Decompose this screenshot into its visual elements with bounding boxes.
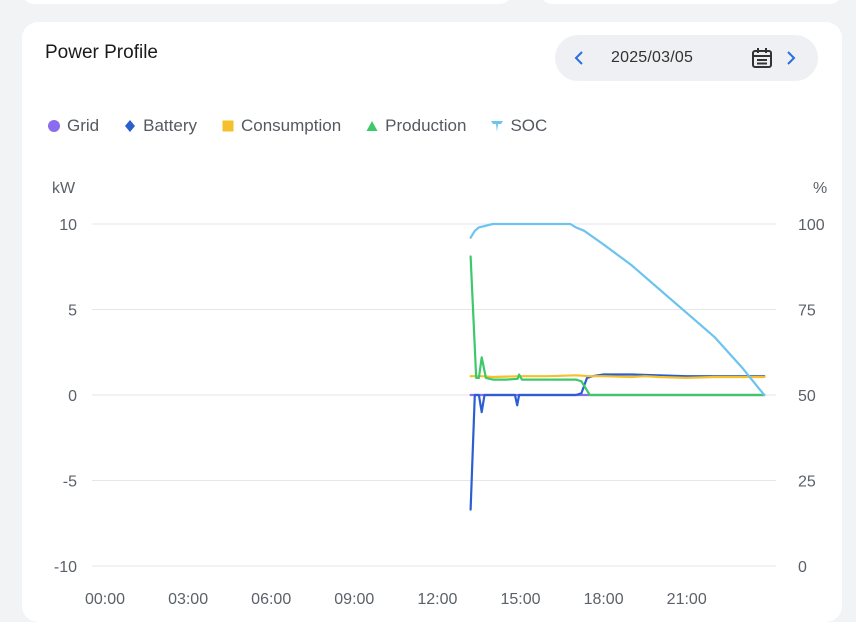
x-tick-label: 15:00 (500, 591, 540, 608)
calendar-button[interactable] (751, 47, 773, 69)
next-day-button[interactable] (779, 35, 803, 81)
x-tick-label: 18:00 (584, 591, 624, 608)
y-right-unit-label: % (813, 180, 827, 197)
x-tick-label: 00:00 (85, 591, 125, 608)
calendar-icon (752, 48, 772, 68)
date-picker[interactable]: 2025/03/05 (555, 35, 818, 81)
legend-label: Grid (67, 116, 100, 135)
legend-item-soc[interactable]: SOC (490, 116, 547, 136)
card-title: Power Profile (45, 42, 158, 63)
top-card-right (540, 0, 842, 4)
x-tick-label: 09:00 (334, 591, 374, 608)
legend-item-production[interactable]: Production (365, 116, 466, 136)
y-right-tick-label: 25 (798, 474, 816, 491)
y-right-tick-label: 0 (798, 559, 807, 576)
series-line-battery (469, 373, 766, 511)
selected-date: 2025/03/05 (611, 49, 694, 66)
series-line-production (469, 255, 766, 397)
prev-day-button[interactable] (567, 35, 591, 81)
y-left-tick-label: -5 (63, 474, 77, 491)
legend-label: Consumption (240, 116, 342, 135)
y-left-tick-label: -10 (54, 559, 77, 576)
x-tick-label: 03:00 (168, 591, 208, 608)
y-right-tick-label: 75 (798, 303, 816, 320)
chart-legend: Grid Battery Consumption Production SOC (47, 115, 571, 137)
series-line-consumption (469, 374, 766, 379)
chevron-left-icon (574, 51, 583, 65)
x-tick-label: 06:00 (251, 591, 291, 608)
y-left-tick-label: 0 (68, 388, 77, 405)
triangle-marker-icon (366, 121, 378, 131)
y-left-tick-label: 5 (68, 303, 77, 320)
x-tick-label: 12:00 (417, 591, 457, 608)
legend-label: Production (385, 116, 467, 135)
pin-marker-icon (491, 121, 504, 132)
circle-marker-icon (48, 120, 60, 132)
square-marker-icon (222, 120, 234, 132)
legend-item-grid[interactable]: Grid (47, 116, 99, 136)
y-right-tick-label: 50 (798, 388, 816, 405)
y-left-tick-label: 10 (59, 217, 77, 234)
legend-item-battery[interactable]: Battery (123, 116, 197, 136)
legend-label: Battery (143, 116, 197, 135)
y-right-tick-label: 100 (798, 217, 825, 234)
series-line-soc (469, 222, 766, 397)
power-profile-card: Power Profile 2025/03/05 Grid Battery Cons… (22, 22, 842, 622)
chevron-right-icon (787, 51, 796, 65)
top-card-left (22, 0, 512, 4)
x-tick-label: 21:00 (667, 591, 707, 608)
diamond-marker-icon (125, 120, 136, 132)
y-left-unit-label: kW (52, 180, 76, 197)
legend-item-consumption[interactable]: Consumption (221, 116, 341, 136)
legend-label: SOC (510, 116, 548, 135)
